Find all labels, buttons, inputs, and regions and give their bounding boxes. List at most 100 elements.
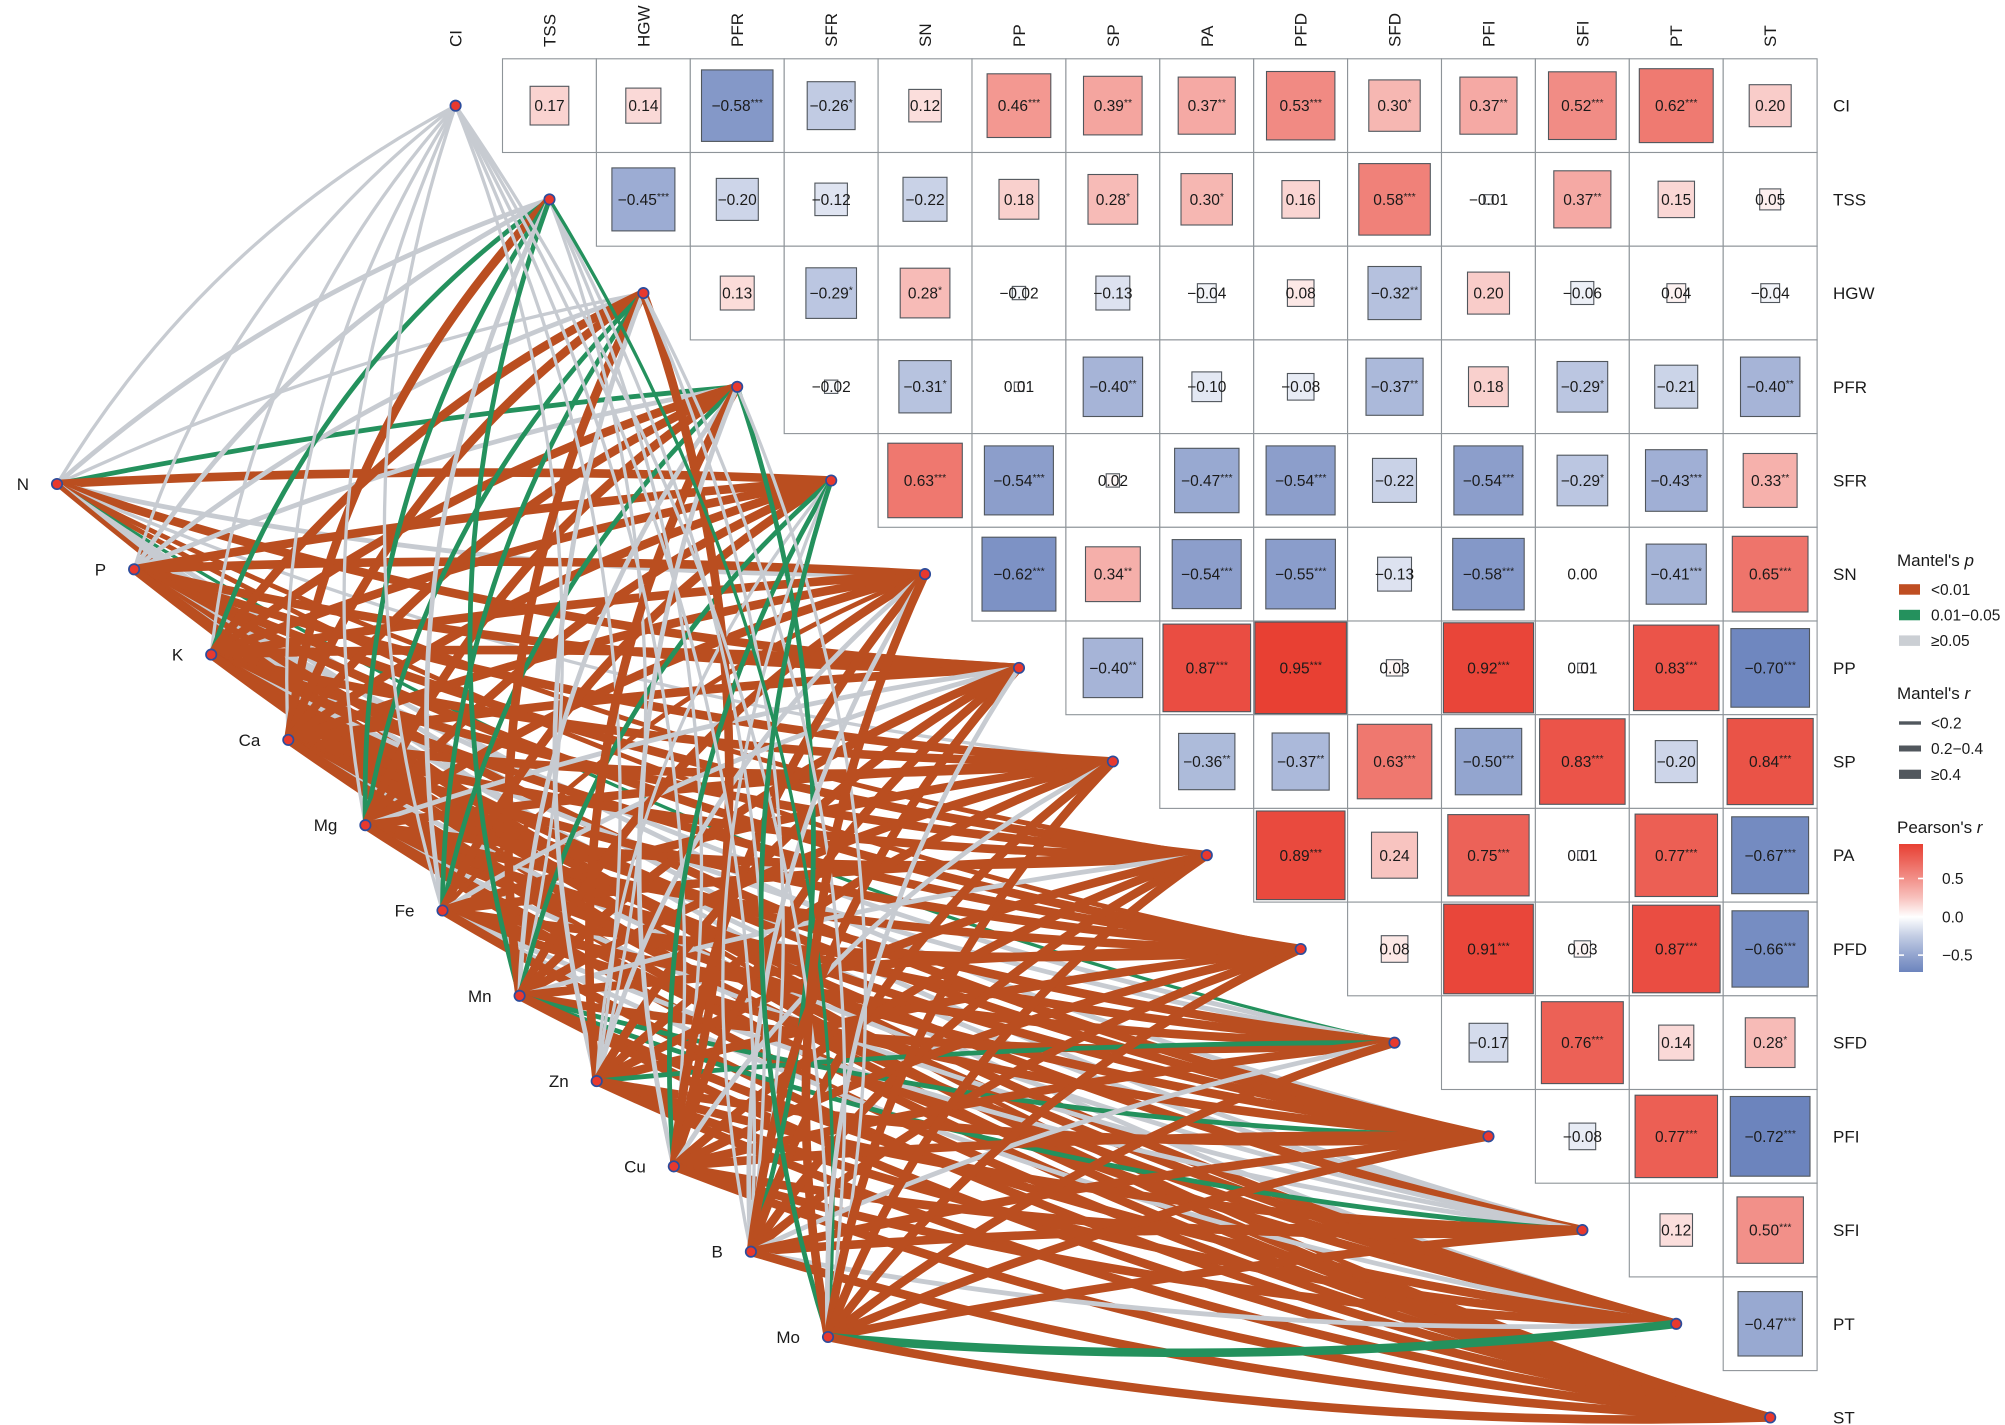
svg-text:<0.01: <0.01 <box>1931 582 1970 599</box>
svg-text:0.18: 0.18 <box>1004 192 1034 209</box>
svg-text:0.2−0.4: 0.2−0.4 <box>1931 741 1984 758</box>
svg-text:0.39**: 0.39** <box>1094 97 1132 115</box>
svg-text:0.14: 0.14 <box>1661 1035 1692 1052</box>
svg-text:0.5: 0.5 <box>1942 871 1964 888</box>
svg-text:Mantel's p: Mantel's p <box>1897 551 1974 570</box>
svg-text:ST: ST <box>1833 1409 1855 1425</box>
svg-text:0.37**: 0.37** <box>1469 97 1507 115</box>
svg-text:N: N <box>17 475 29 494</box>
svg-text:HGW: HGW <box>1833 284 1875 303</box>
svg-text:≥0.4: ≥0.4 <box>1931 767 1961 784</box>
svg-text:−0.20: −0.20 <box>718 192 758 209</box>
svg-text:−0.47***: −0.47*** <box>1181 472 1233 490</box>
svg-text:0.00: 0.00 <box>1567 567 1598 584</box>
svg-text:PP: PP <box>1833 659 1856 678</box>
svg-text:CI: CI <box>1833 97 1850 116</box>
svg-text:−0.58***: −0.58*** <box>1463 566 1515 584</box>
svg-text:0.15: 0.15 <box>1661 192 1691 209</box>
svg-text:0.30*: 0.30* <box>1190 191 1224 209</box>
svg-text:−0.36**: −0.36** <box>1183 753 1230 771</box>
svg-text:0.03: 0.03 <box>1379 660 1409 677</box>
svg-text:−0.62***: −0.62*** <box>993 566 1045 584</box>
svg-text:P: P <box>95 560 106 579</box>
svg-text:−0.5: −0.5 <box>1942 948 1973 965</box>
svg-text:Ca: Ca <box>239 731 261 750</box>
svg-text:−0.43***: −0.43*** <box>1650 472 1702 490</box>
svg-text:ST: ST <box>1761 25 1780 47</box>
svg-text:0.20: 0.20 <box>1473 286 1504 303</box>
svg-text:−0.54***: −0.54*** <box>993 472 1045 490</box>
svg-text:−0.41***: −0.41*** <box>1650 566 1702 584</box>
svg-text:PA: PA <box>1198 25 1217 47</box>
svg-text:0.20: 0.20 <box>1755 98 1786 115</box>
svg-text:−0.32**: −0.32** <box>1371 285 1418 303</box>
svg-text:0.0: 0.0 <box>1942 909 1964 926</box>
svg-text:0.04: 0.04 <box>1661 286 1692 303</box>
svg-text:CI: CI <box>447 30 466 47</box>
svg-text:SFR: SFR <box>1833 472 1867 491</box>
svg-text:−0.70***: −0.70*** <box>1744 659 1796 677</box>
svg-text:TSS: TSS <box>1833 190 1866 209</box>
svg-text:−0.13: −0.13 <box>1375 567 1414 584</box>
svg-text:−0.04: −0.04 <box>1751 286 1791 303</box>
svg-text:0.28*: 0.28* <box>1096 191 1130 209</box>
svg-text:−0.22: −0.22 <box>1375 473 1414 490</box>
svg-text:−0.06: −0.06 <box>1563 286 1602 303</box>
svg-text:−0.58***: −0.58*** <box>711 97 763 115</box>
svg-text:0.01: 0.01 <box>1004 379 1034 396</box>
svg-text:0.24: 0.24 <box>1379 848 1410 865</box>
svg-text:−0.54***: −0.54*** <box>1275 472 1327 490</box>
svg-text:0.08: 0.08 <box>1379 942 1409 959</box>
svg-text:PA: PA <box>1833 846 1855 865</box>
svg-text:B: B <box>712 1243 723 1262</box>
svg-text:−0.17: −0.17 <box>1469 1035 1508 1052</box>
svg-text:0.02: 0.02 <box>1098 473 1128 490</box>
svg-text:TSS: TSS <box>541 14 560 47</box>
svg-text:SP: SP <box>1104 24 1123 47</box>
svg-text:−0.47***: −0.47*** <box>1744 1315 1796 1333</box>
svg-text:PFD: PFD <box>1292 13 1311 47</box>
svg-text:−0.29*: −0.29* <box>1561 378 1604 396</box>
svg-text:−0.66***: −0.66*** <box>1744 941 1796 959</box>
svg-text:PFI: PFI <box>1833 1127 1859 1146</box>
svg-text:Zn: Zn <box>549 1072 569 1091</box>
svg-text:0.01: 0.01 <box>1567 660 1597 677</box>
svg-text:−0.67***: −0.67*** <box>1744 847 1796 865</box>
svg-text:−0.40**: −0.40** <box>1746 378 1793 396</box>
svg-text:0.16: 0.16 <box>1286 192 1316 209</box>
svg-text:−0.22: −0.22 <box>905 192 944 209</box>
svg-text:−0.54***: −0.54*** <box>1463 472 1515 490</box>
svg-text:−0.21: −0.21 <box>1657 379 1696 396</box>
svg-text:−0.20: −0.20 <box>1657 754 1697 771</box>
svg-text:−0.02: −0.02 <box>999 286 1038 303</box>
svg-text:−0.08: −0.08 <box>1281 379 1320 396</box>
svg-text:−0.40**: −0.40** <box>1089 378 1136 396</box>
svg-text:−0.45***: −0.45*** <box>618 191 670 209</box>
svg-text:−0.13: −0.13 <box>1093 286 1132 303</box>
svg-text:−0.31*: −0.31* <box>903 378 946 396</box>
svg-text:Fe: Fe <box>395 902 415 921</box>
svg-text:Cu: Cu <box>624 1157 646 1176</box>
svg-text:SFD: SFD <box>1833 1034 1867 1053</box>
svg-text:−0.10: −0.10 <box>1187 379 1227 396</box>
svg-text:PP: PP <box>1010 24 1029 47</box>
svg-text:0.05: 0.05 <box>1755 192 1785 209</box>
svg-text:Mn: Mn <box>468 987 492 1006</box>
svg-text:0.28*: 0.28* <box>908 285 942 303</box>
svg-text:0.01: 0.01 <box>1567 848 1597 865</box>
svg-text:0.34**: 0.34** <box>1094 566 1132 584</box>
svg-text:SN: SN <box>1833 565 1857 584</box>
svg-text:SN: SN <box>916 23 935 47</box>
svg-text:−0.55***: −0.55*** <box>1275 566 1327 584</box>
svg-text:Mg: Mg <box>314 816 338 835</box>
svg-text:Mo: Mo <box>776 1328 800 1347</box>
svg-text:K: K <box>172 646 184 665</box>
svg-text:0.37**: 0.37** <box>1188 97 1226 115</box>
svg-text:−0.40**: −0.40** <box>1089 659 1136 677</box>
svg-text:SP: SP <box>1833 753 1856 772</box>
svg-text:−0.37**: −0.37** <box>1277 753 1324 771</box>
svg-text:−0.01: −0.01 <box>1469 192 1508 209</box>
svg-text:Mantel's r: Mantel's r <box>1897 684 1972 703</box>
svg-text:≥0.05: ≥0.05 <box>1931 633 1970 650</box>
svg-text:0.18: 0.18 <box>1473 379 1503 396</box>
